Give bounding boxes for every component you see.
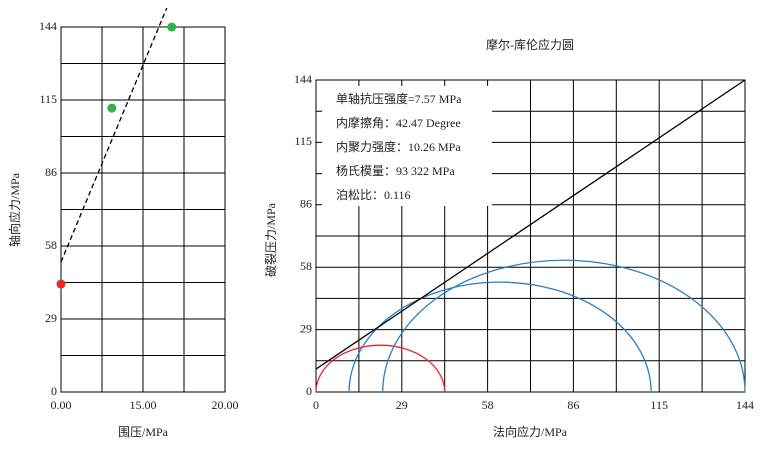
x-axis-label: 围压/MPa [118,425,169,439]
point [167,22,177,32]
annotation: 单轴抗压强度=7.57 MPa [336,91,462,106]
envelope-line [315,79,746,370]
y-axis-label: 破裂压力/MPa [263,202,278,277]
x-tick-label: 0 [313,398,319,412]
x-tick-label: 15.00 [130,398,157,412]
x-tick-label: 86 [567,398,579,412]
annotation: 杨氏模量：93 322 MPa [336,163,455,178]
mohr-circle [315,344,446,393]
y-tick-label: 86 [300,197,312,211]
x-axis-label: 法向应力/MPa [493,424,568,439]
mohr-circle [348,281,652,393]
point [56,279,66,289]
x-tick-label: 144 [736,398,754,412]
y-tick-label: 58 [45,238,57,252]
x-tick-label: 0.00 [51,398,72,412]
y-tick-label: 29 [300,321,312,335]
trend-line [60,7,168,263]
y-tick-label: 29 [45,311,57,325]
annotation: 内聚力强度：10.26 MPa [336,139,461,154]
y-tick-label: 144 [294,72,312,86]
annotation: 内摩擦角：42.47 Degree [336,115,461,130]
x-tick-label: 29 [396,398,408,412]
y-tick-label: 144 [39,19,57,33]
annotation: 泊松比：0.116 [336,188,411,202]
plot-frame [60,26,226,393]
x-tick-label: 20.00 [212,398,239,412]
plot-frame [315,79,746,393]
y-tick-label: 86 [45,165,57,179]
x-tick-label: 115 [650,398,668,412]
x-tick-label: 58 [482,398,494,412]
point [107,103,117,113]
annotation-box [322,86,492,206]
y-tick-label: 0 [51,384,57,398]
chart-title: 摩尔-库伦应力圆 [486,37,574,52]
y-tick-label: 0 [306,384,312,398]
y-tick-label: 58 [300,259,312,273]
y-tick-label: 115 [294,134,312,148]
y-axis-label: 轴向应力/MPa [7,172,22,247]
y-tick-label: 115 [39,92,57,106]
mohr-circle [382,259,746,393]
